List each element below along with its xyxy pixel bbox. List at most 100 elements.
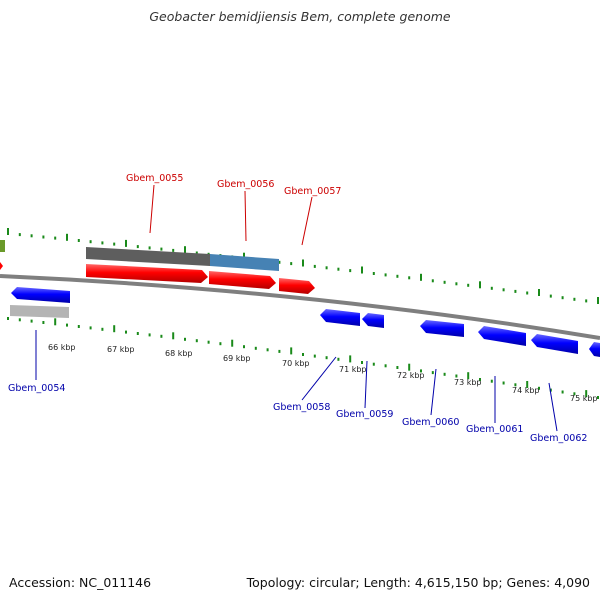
lower-minor-tick: [561, 390, 564, 394]
lower-major-tick: [526, 381, 529, 388]
upper-major-tick: [479, 281, 481, 289]
gene-arrow-gbem-0055[interactable]: [86, 264, 208, 283]
lower-minor-tick: [420, 369, 422, 373]
lower-minor-tick: [443, 372, 446, 376]
upper-major-tick: [243, 252, 245, 260]
tick-label-71: 71 kbp: [339, 365, 367, 374]
gene-arrow-partial-right[interactable]: [589, 342, 600, 357]
tick-label-69: 69 kbp: [223, 354, 251, 363]
lower-minor-tick: [597, 396, 599, 399]
gene-arrow-gbem-0056[interactable]: [209, 271, 276, 289]
leader-line-gbem-0056: [244, 190, 247, 242]
lower-minor-tick: [538, 386, 540, 390]
gene-arrow-gbem-0062[interactable]: [531, 334, 578, 354]
upper-minor-tick: [18, 233, 21, 237]
gene-label-gbem-0060[interactable]: Gbem_0060: [402, 417, 459, 428]
map-title: Geobacter bemidjiensis Bem, complete gen…: [149, 9, 451, 24]
lower-minor-tick: [77, 325, 80, 328]
upper-major-tick: [361, 266, 363, 274]
lower-tick-track: [7, 317, 599, 399]
upper-minor-tick: [431, 279, 434, 283]
leader-line-gbem-0057: [301, 196, 313, 246]
tick-labels: 66 kbp 67 kbp 68 kbp 69 kbp 70 kbp 71 kb…: [48, 343, 598, 403]
gene-label-gbem-0054[interactable]: Gbem_0054: [8, 383, 65, 394]
upper-minor-tick: [408, 276, 411, 280]
analysis-bar-gray[interactable]: [86, 247, 210, 266]
lower-minor-tick: [266, 348, 269, 352]
lower-minor-tick: [384, 364, 387, 368]
upper-minor-tick: [290, 262, 293, 266]
upper-major-tick: [184, 246, 186, 254]
lower-minor-tick: [325, 356, 328, 360]
upper-minor-tick: [54, 236, 57, 240]
tick-label-67: 67 kbp: [107, 345, 135, 354]
gene-label-gbem-0062[interactable]: Gbem_0062: [530, 433, 587, 444]
gene-label-gbem-0056[interactable]: Gbem_0056: [217, 179, 274, 190]
upper-minor-tick: [372, 272, 375, 275]
lower-minor-tick: [490, 379, 493, 383]
leader-line-gbem-0059: [364, 360, 368, 409]
lower-minor-tick: [313, 354, 316, 358]
lower-minor-tick: [243, 345, 245, 349]
gene-label-gbem-0057[interactable]: Gbem_0057: [284, 186, 341, 197]
lower-minor-tick: [302, 353, 304, 356]
upper-major-tick: [420, 273, 422, 281]
lower-minor-tick: [549, 388, 552, 392]
leader-line-gbem-0062: [548, 382, 558, 432]
upper-minor-tick: [396, 274, 399, 278]
upper-minor-tick: [502, 288, 505, 292]
forward-gene-labels: Gbem_0055 Gbem_0056 Gbem_0057: [126, 173, 341, 246]
lower-minor-tick: [195, 339, 198, 343]
gene-arrow-gbem-0061[interactable]: [478, 326, 526, 346]
lower-minor-tick: [160, 334, 163, 338]
upper-major-tick: [66, 233, 68, 241]
upper-minor-tick: [113, 242, 116, 246]
gene-label-gbem-0059[interactable]: Gbem_0059: [336, 409, 393, 420]
lower-minor-tick: [184, 337, 186, 341]
gene-label-gbem-0055[interactable]: Gbem_0055: [126, 173, 183, 184]
upper-minor-tick: [89, 240, 92, 244]
gene-arrow-gbem-0059[interactable]: [362, 313, 384, 328]
gene-arrow-gbem-0060[interactable]: [420, 320, 464, 337]
analysis-bar-steelblue[interactable]: [210, 254, 279, 271]
upper-major-tick: [597, 297, 599, 304]
upper-minor-tick: [573, 297, 576, 301]
leader-line-gbem-0058: [301, 356, 337, 401]
upper-minor-tick: [325, 266, 328, 270]
gene-label-gbem-0058[interactable]: Gbem_0058: [273, 402, 330, 413]
gene-arrow-gbem-0054[interactable]: [11, 287, 70, 303]
gene-arrow-gbem-0057[interactable]: [279, 278, 315, 294]
lower-minor-tick: [502, 381, 505, 385]
backbone-line: [0, 274, 600, 340]
upper-minor-tick: [443, 280, 446, 284]
lower-major-tick: [349, 355, 352, 363]
lower-minor-tick: [431, 371, 434, 375]
upper-minor-tick: [101, 241, 104, 245]
lower-major-tick: [54, 318, 57, 326]
tick-label-70: 70 kbp: [282, 359, 310, 368]
accession-text: Accession: NC_011146: [9, 575, 152, 590]
upper-tick-track: [7, 228, 599, 304]
lower-minor-tick: [125, 330, 127, 334]
upper-minor-tick: [278, 260, 281, 264]
upper-major-tick: [538, 289, 540, 296]
tick-label-72: 72 kbp: [397, 371, 425, 380]
upper-minor-tick: [172, 248, 175, 252]
lower-minor-tick: [479, 378, 481, 381]
upper-minor-tick: [313, 264, 316, 268]
upper-minor-tick: [77, 239, 80, 242]
gene-arrow-gbem-0058a[interactable]: [320, 309, 360, 326]
lower-minor-tick: [573, 392, 576, 396]
leader-line-gbem-0060: [430, 368, 437, 416]
analysis-bar-lightgray[interactable]: [10, 305, 69, 318]
lower-major-tick: [408, 363, 411, 371]
tick-label-66: 66 kbp: [48, 343, 76, 352]
upper-minor-tick: [42, 235, 45, 239]
lower-minor-tick: [219, 342, 222, 346]
feature-green-partial[interactable]: [0, 240, 5, 252]
feature-red-partial[interactable]: [0, 262, 3, 270]
lower-minor-tick: [372, 362, 375, 366]
gene-label-gbem-0061[interactable]: Gbem_0061: [466, 424, 523, 435]
lower-minor-tick: [101, 327, 104, 331]
lower-minor-tick: [455, 374, 458, 378]
